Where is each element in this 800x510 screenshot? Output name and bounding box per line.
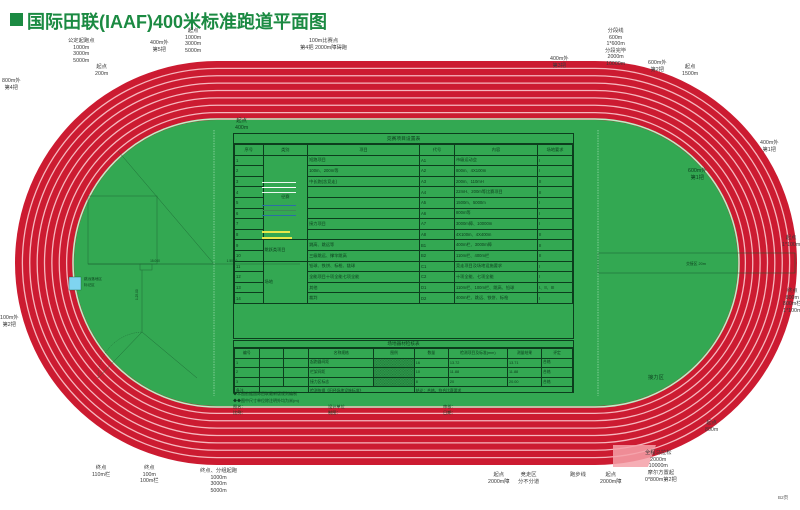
- svg-text:跳远落地区: 跳远落地区: [84, 276, 102, 281]
- svg-text:1.25.00: 1.25.00: [135, 289, 139, 300]
- svg-text:交接区 20m: 交接区 20m: [686, 261, 706, 266]
- svg-text:15.000: 15.000: [150, 259, 160, 263]
- svg-text:标记区: 标记区: [84, 282, 95, 287]
